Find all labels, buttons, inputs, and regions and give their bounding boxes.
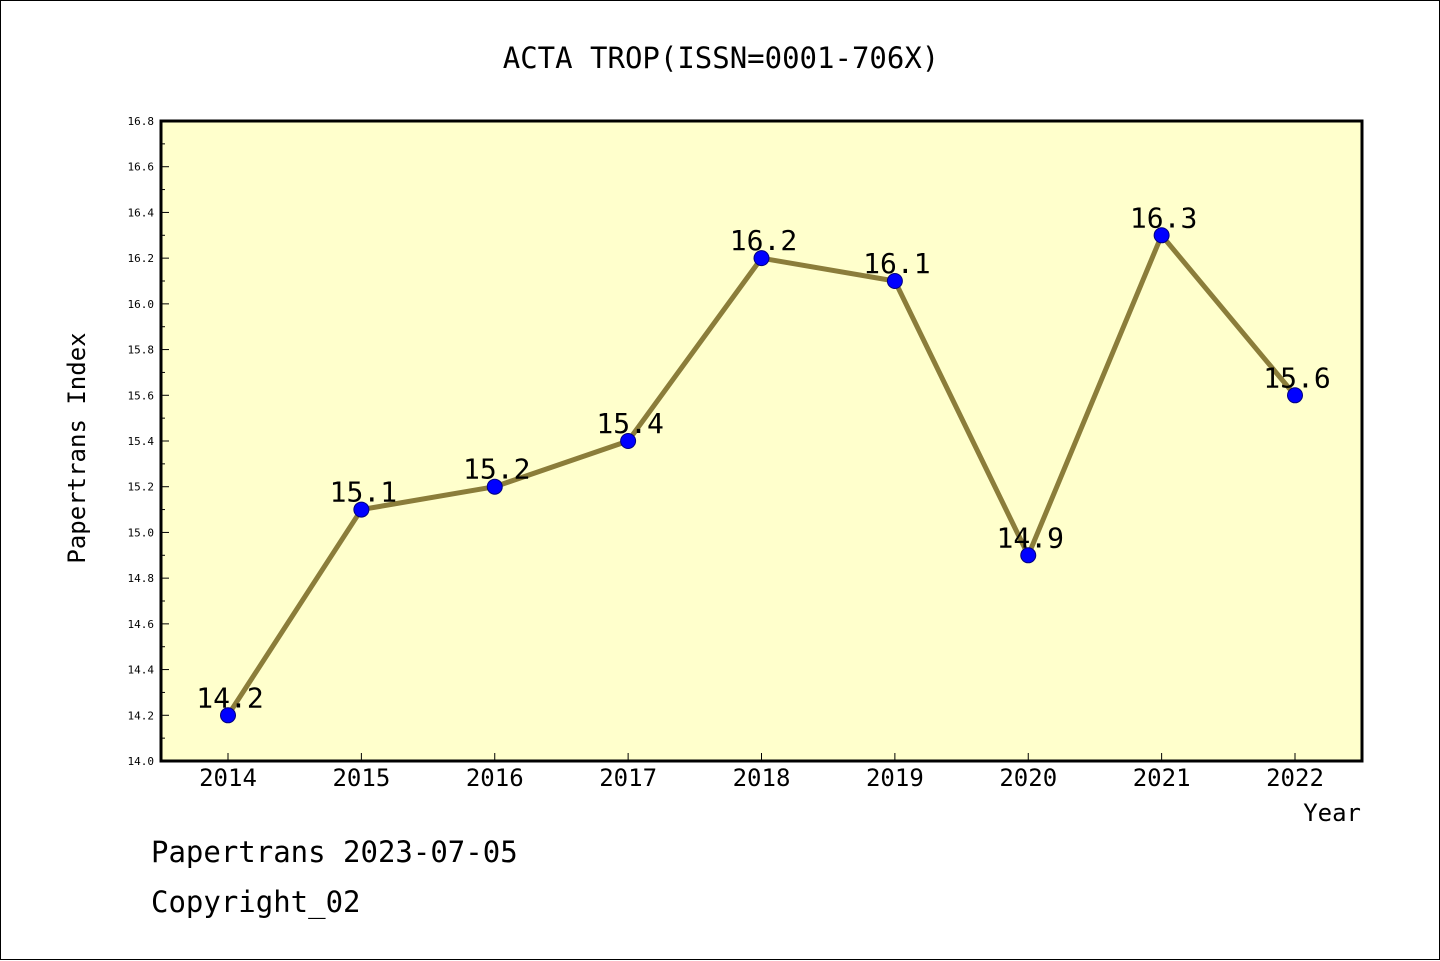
x-tick-label: 2018: [733, 764, 791, 792]
data-point: [620, 433, 637, 449]
data-label: 14.9: [997, 521, 1064, 554]
data-label: 14.2: [196, 681, 263, 714]
data-point: [353, 501, 370, 518]
x-tick-label: 2017: [599, 764, 657, 792]
x-tick-label: 2020: [999, 764, 1057, 792]
y-tick-label: 14.2: [128, 709, 155, 722]
y-axis-label: Papertrans Index: [63, 332, 91, 563]
data-label: 16.3: [1130, 201, 1197, 234]
data-label: 15.1: [330, 476, 397, 509]
y-tick-label: 15.8: [128, 344, 155, 357]
y-tick-label: 14.0: [128, 755, 155, 768]
x-tick-label: 2019: [866, 764, 924, 792]
footer-date: Papertrans 2023-07-05: [151, 835, 518, 869]
y-tick-label: 15.0: [128, 526, 155, 539]
data-point: [486, 478, 503, 495]
footer-copyright: Copyright_02: [151, 885, 361, 919]
data-point: [753, 250, 770, 267]
chart-title: ACTA TROP(ISSN=0001-706X): [503, 41, 940, 75]
data-label: 15.6: [1263, 361, 1330, 394]
x-tick-label: 2015: [332, 764, 390, 792]
y-tick-label: 15.2: [128, 481, 155, 494]
data-label: 16.2: [730, 224, 797, 257]
data-point: [220, 707, 236, 724]
y-tick-label: 15.4: [128, 435, 155, 448]
y-tick-label: 16.0: [128, 298, 155, 311]
x-axis: 2014 2015 2016 2017 2018 2019 2020 2021 2022: [199, 753, 1324, 792]
data-point: [1287, 387, 1303, 404]
data-label: 15.4: [596, 407, 663, 440]
y-tick-label: 14.6: [128, 618, 155, 631]
data-label: 16.1: [863, 247, 930, 280]
data-point: [886, 273, 903, 289]
data-point: [1153, 227, 1170, 244]
y-tick-label: 14.8: [128, 572, 155, 585]
y-tick-label: 14.4: [128, 664, 155, 677]
data-point: [1020, 547, 1037, 564]
y-tick-label: 16.8: [128, 115, 155, 128]
data-label: 15.2: [463, 453, 530, 486]
data-labels: 14.2 15.1 15.2 15.4 16.2 16.1 14.9 16.3 15.6: [196, 201, 1330, 714]
x-tick-label: 2022: [1266, 764, 1324, 792]
x-tick-label: 2014: [199, 764, 257, 792]
y-tick-label: 15.6: [128, 389, 155, 402]
x-tick-label: 2021: [1133, 764, 1191, 792]
x-tick-label: 2016: [466, 764, 524, 792]
series-markers: [220, 227, 1303, 724]
y-axis: 14.0 14.2 14.4 14.6 14.8 15.0 15.2 15.4 15.6 15.8…: [128, 115, 169, 768]
y-tick-label: 16.4: [128, 206, 155, 219]
x-axis-label: Year: [1303, 799, 1361, 827]
y-tick-label: 16.2: [128, 252, 155, 265]
y-tick-label: 16.6: [128, 161, 155, 174]
